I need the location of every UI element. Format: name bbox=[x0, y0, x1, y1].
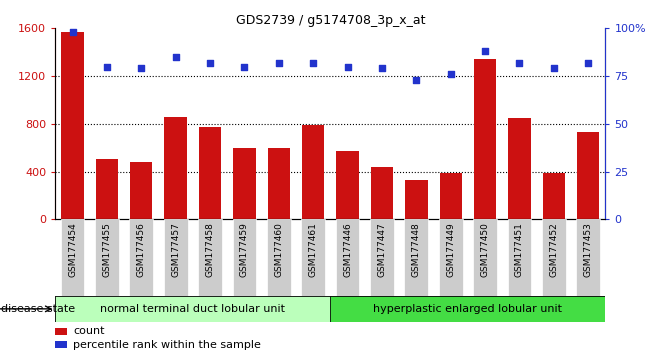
Bar bbox=[61, 219, 85, 296]
Bar bbox=[302, 125, 324, 219]
Text: GSM177456: GSM177456 bbox=[137, 222, 146, 276]
Bar bbox=[439, 219, 463, 296]
Text: GSM177448: GSM177448 bbox=[412, 222, 421, 276]
Point bbox=[102, 64, 112, 69]
Text: GSM177449: GSM177449 bbox=[446, 222, 455, 276]
Bar bbox=[130, 219, 153, 296]
Bar bbox=[371, 167, 393, 219]
Bar bbox=[542, 219, 566, 296]
Bar bbox=[95, 219, 118, 296]
Bar bbox=[268, 148, 290, 219]
Text: GSM177446: GSM177446 bbox=[343, 222, 352, 276]
Bar bbox=[267, 219, 291, 296]
Text: GSM177452: GSM177452 bbox=[549, 222, 559, 276]
Text: GSM177457: GSM177457 bbox=[171, 222, 180, 276]
Bar bbox=[439, 173, 462, 219]
Text: GSM177453: GSM177453 bbox=[584, 222, 593, 276]
Point bbox=[342, 64, 353, 69]
Text: GSM177460: GSM177460 bbox=[274, 222, 283, 276]
Bar bbox=[61, 32, 84, 219]
Bar bbox=[55, 328, 67, 335]
Point bbox=[583, 60, 594, 65]
Point bbox=[514, 60, 525, 65]
Bar bbox=[55, 341, 67, 348]
Text: GSM177455: GSM177455 bbox=[102, 222, 111, 276]
Point bbox=[480, 48, 490, 54]
Bar bbox=[508, 219, 531, 296]
Bar bbox=[130, 162, 152, 219]
Bar bbox=[55, 296, 330, 322]
Bar bbox=[199, 127, 221, 219]
Bar bbox=[165, 117, 187, 219]
Bar bbox=[330, 296, 605, 322]
Point bbox=[67, 29, 77, 35]
Bar bbox=[96, 159, 118, 219]
Point bbox=[136, 65, 146, 71]
Text: GSM177451: GSM177451 bbox=[515, 222, 524, 276]
Text: GSM177459: GSM177459 bbox=[240, 222, 249, 276]
Bar bbox=[232, 219, 256, 296]
Bar bbox=[233, 148, 256, 219]
Point bbox=[239, 64, 249, 69]
Bar bbox=[576, 219, 600, 296]
Bar bbox=[474, 59, 496, 219]
Point bbox=[411, 77, 422, 83]
Text: hyperplastic enlarged lobular unit: hyperplastic enlarged lobular unit bbox=[374, 304, 562, 314]
Point bbox=[445, 72, 456, 77]
Bar bbox=[543, 173, 565, 219]
Bar bbox=[370, 219, 394, 296]
Text: count: count bbox=[74, 326, 105, 336]
Text: percentile rank within the sample: percentile rank within the sample bbox=[74, 340, 261, 350]
Text: GSM177461: GSM177461 bbox=[309, 222, 318, 276]
Bar bbox=[577, 132, 600, 219]
Point bbox=[549, 65, 559, 71]
Bar bbox=[301, 219, 325, 296]
Text: disease state: disease state bbox=[1, 304, 75, 314]
Text: GSM177447: GSM177447 bbox=[378, 222, 387, 276]
Bar bbox=[337, 152, 359, 219]
Bar bbox=[164, 219, 187, 296]
Text: normal terminal duct lobular unit: normal terminal duct lobular unit bbox=[100, 304, 285, 314]
Point bbox=[377, 65, 387, 71]
Text: GSM177458: GSM177458 bbox=[206, 222, 215, 276]
Title: GDS2739 / g5174708_3p_x_at: GDS2739 / g5174708_3p_x_at bbox=[236, 14, 425, 27]
Bar bbox=[336, 219, 359, 296]
Text: GSM177454: GSM177454 bbox=[68, 222, 77, 276]
Bar bbox=[508, 118, 531, 219]
Point bbox=[308, 60, 318, 65]
Bar bbox=[198, 219, 222, 296]
Point bbox=[205, 60, 215, 65]
Bar bbox=[473, 219, 497, 296]
Point bbox=[171, 54, 181, 60]
Text: GSM177450: GSM177450 bbox=[480, 222, 490, 276]
Bar bbox=[404, 219, 428, 296]
Bar bbox=[405, 180, 428, 219]
Point bbox=[273, 60, 284, 65]
